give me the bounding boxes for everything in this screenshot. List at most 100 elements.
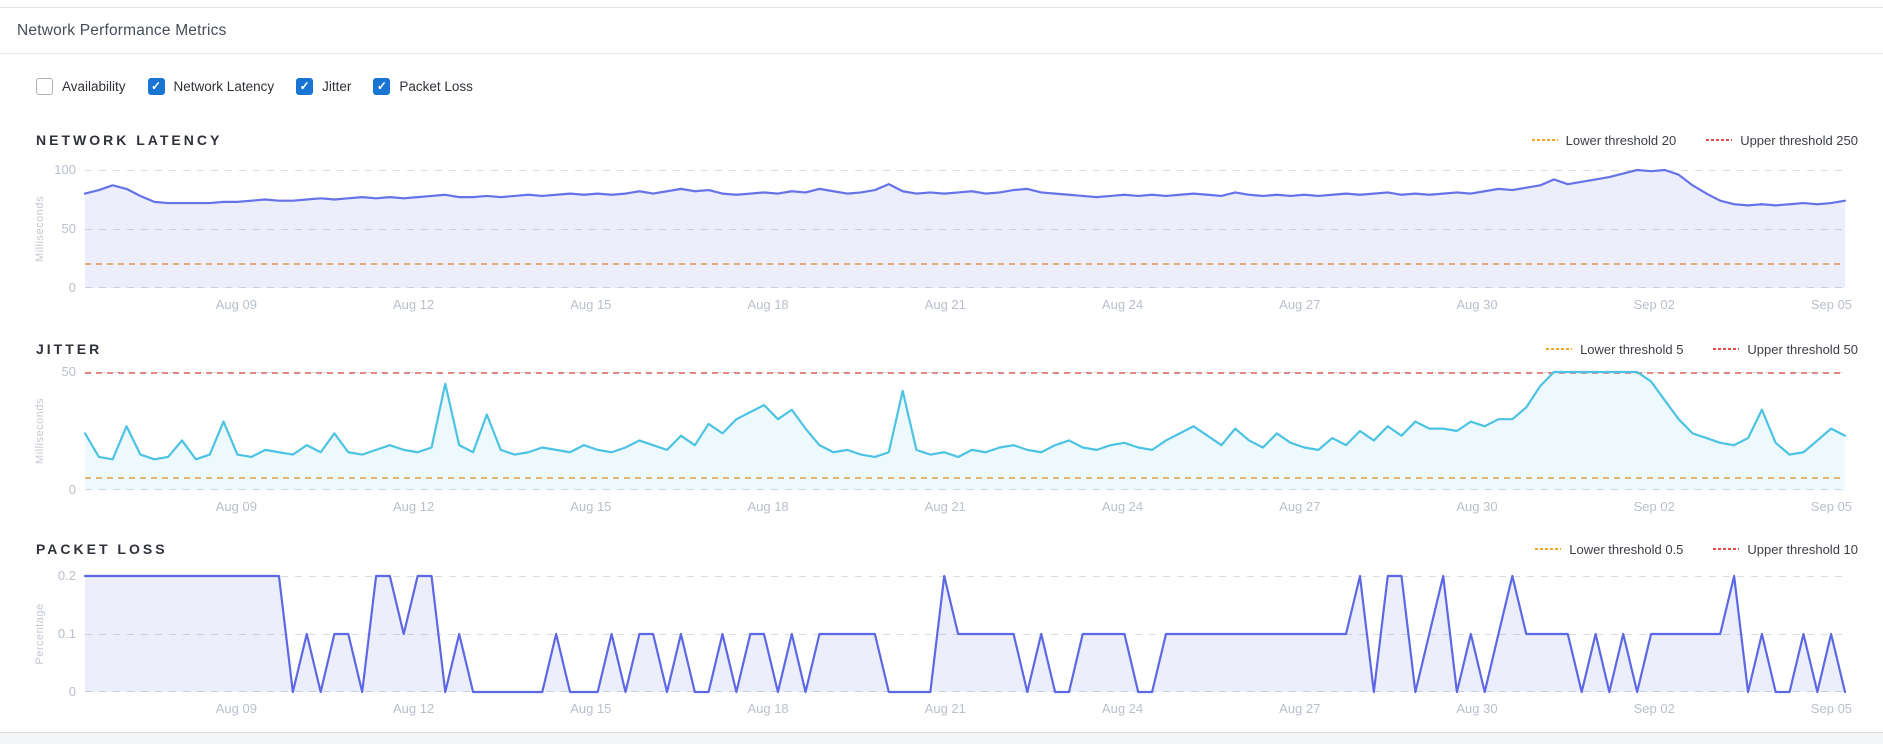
x-tick-label: Aug 30 bbox=[1456, 701, 1498, 716]
x-tick-label: Aug 24 bbox=[1101, 297, 1144, 312]
gridline bbox=[85, 576, 1845, 577]
series-line bbox=[85, 576, 1845, 692]
availability-label[interactable]: Availability bbox=[62, 78, 126, 94]
x-tick-label: Aug 15 bbox=[570, 297, 612, 312]
lower-threshold-dash-icon bbox=[1546, 348, 1573, 350]
latency-legend: Lower threshold 20 Upper threshold 250 bbox=[1531, 133, 1858, 148]
series-svg bbox=[85, 170, 1845, 288]
series-line bbox=[85, 372, 1845, 459]
jitter-label[interactable]: Jitter bbox=[322, 78, 352, 94]
latency-upper-threshold-legend: Upper threshold 250 bbox=[1706, 133, 1858, 148]
x-tick-label: Aug 12 bbox=[392, 701, 435, 716]
availability-checkbox[interactable] bbox=[36, 77, 53, 95]
gridline bbox=[85, 691, 1845, 692]
chart-title-packet-loss: PACKET LOSS bbox=[36, 541, 168, 557]
network-latency-toggle[interactable]: ✓ Network Latency bbox=[147, 77, 275, 95]
x-tick-label: Aug 09 bbox=[215, 701, 257, 716]
x-tick-label: Aug 15 bbox=[570, 499, 612, 514]
jitter-plot-area bbox=[85, 372, 1845, 490]
jitter-upper-threshold-legend: Upper threshold 50 bbox=[1713, 342, 1858, 357]
lower-threshold-line bbox=[85, 477, 1845, 480]
x-tick-label: Aug 27 bbox=[1279, 701, 1321, 716]
x-tick-label: Aug 15 bbox=[570, 701, 612, 716]
upper-threshold-line bbox=[85, 372, 1845, 374]
gridline bbox=[85, 229, 1845, 230]
packet-loss-label[interactable]: Packet Loss bbox=[399, 78, 473, 94]
upper-threshold-dash-icon bbox=[1713, 348, 1740, 350]
chart-title-jitter: JITTER bbox=[36, 341, 103, 357]
x-tick-label: Aug 24 bbox=[1101, 701, 1144, 716]
gridline bbox=[85, 287, 1845, 288]
series-svg bbox=[85, 372, 1845, 490]
jitter-y-ticks: 0 50 bbox=[0, 364, 76, 497]
availability-toggle[interactable]: Availability bbox=[36, 77, 126, 95]
y-tick-label: 0 bbox=[68, 684, 76, 699]
packet-loss-lower-threshold-legend: Lower threshold 0.5 bbox=[1535, 542, 1683, 557]
jitter-toggle[interactable]: ✓ Jitter bbox=[296, 77, 352, 95]
packet-loss-y-ticks: 0 0.1 0.2 bbox=[0, 568, 76, 699]
latency-plot-area bbox=[85, 170, 1845, 288]
latency-lower-threshold-legend: Lower threshold 20 bbox=[1531, 133, 1676, 148]
x-tick-label: Aug 27 bbox=[1279, 499, 1321, 514]
latency-y-ticks: 0 50 100 bbox=[0, 162, 76, 295]
top-divider bbox=[0, 0, 1883, 8]
network-latency-chart: NETWORK LATENCY Lower threshold 20 Upper… bbox=[0, 129, 1883, 316]
packet-loss-toggle[interactable]: ✓ Packet Loss bbox=[373, 77, 473, 95]
network-latency-checkbox[interactable]: ✓ bbox=[147, 77, 165, 95]
x-tick-label: Aug 21 bbox=[924, 701, 966, 716]
lower-threshold-dash-icon bbox=[1531, 139, 1558, 141]
x-tick-label: Aug 21 bbox=[924, 499, 966, 514]
series-svg bbox=[85, 576, 1845, 692]
x-tick-label: Sep 05 bbox=[1810, 701, 1853, 716]
network-latency-label[interactable]: Network Latency bbox=[173, 78, 275, 94]
upper-threshold-dash-icon bbox=[1713, 548, 1740, 550]
packet-loss-x-axis: Aug 09 Aug 12 Aug 15 Aug 18 Aug 21 Aug 24 Aug … bbox=[85, 692, 1852, 720]
x-tick-label: Aug 30 bbox=[1456, 297, 1498, 312]
series-area-fill bbox=[85, 372, 1845, 490]
x-tick-label: Aug 09 bbox=[215, 499, 257, 514]
page-title: Network Performance Metrics bbox=[17, 21, 227, 39]
jitter-lower-threshold-legend: Lower threshold 5 bbox=[1546, 342, 1683, 357]
y-tick-label: 0 bbox=[68, 280, 76, 295]
packet-loss-plot-area bbox=[85, 576, 1845, 692]
jitter-x-axis: Aug 09 Aug 12 Aug 15 Aug 18 Aug 21 Aug 24 Aug … bbox=[85, 490, 1852, 518]
x-tick-label: Aug 30 bbox=[1456, 499, 1498, 514]
jitter-legend: Lower threshold 5 Upper threshold 50 bbox=[1546, 342, 1858, 357]
lower-threshold-line bbox=[85, 263, 1845, 266]
y-tick-label: 0.2 bbox=[57, 568, 76, 583]
latency-x-axis: Aug 09 Aug 12 Aug 15 Aug 18 Aug 21 Aug 24 Aug … bbox=[85, 288, 1852, 316]
x-tick-label: Aug 18 bbox=[747, 297, 789, 312]
y-tick-label: 0 bbox=[68, 482, 76, 497]
packet-loss-checkbox[interactable]: ✓ bbox=[373, 77, 391, 95]
series-area-fill bbox=[85, 170, 1845, 288]
gridline bbox=[85, 489, 1845, 490]
lower-threshold-dash-icon bbox=[1535, 548, 1562, 550]
y-tick-label: 50 bbox=[61, 364, 76, 379]
x-tick-label: Sep 05 bbox=[1810, 297, 1853, 312]
x-tick-label: Sep 05 bbox=[1810, 499, 1853, 514]
x-tick-label: Aug 18 bbox=[747, 499, 789, 514]
x-tick-label: Aug 12 bbox=[392, 499, 435, 514]
x-tick-label: Sep 02 bbox=[1633, 701, 1675, 716]
x-tick-label: Aug 18 bbox=[747, 701, 789, 716]
x-tick-label: Aug 24 bbox=[1101, 499, 1144, 514]
x-tick-label: Sep 02 bbox=[1633, 499, 1675, 514]
x-tick-label: Aug 21 bbox=[924, 297, 966, 312]
y-tick-label: 50 bbox=[61, 221, 76, 236]
jitter-checkbox[interactable]: ✓ bbox=[296, 77, 314, 95]
upper-threshold-dash-icon bbox=[1706, 139, 1733, 141]
jitter-chart: JITTER Lower threshold 5 Upper threshold… bbox=[0, 338, 1883, 518]
packet-loss-upper-threshold-legend: Upper threshold 10 bbox=[1713, 542, 1858, 557]
bottom-strip bbox=[0, 732, 1883, 744]
x-tick-label: Aug 27 bbox=[1279, 297, 1321, 312]
y-tick-label: 100 bbox=[54, 162, 76, 177]
packet-loss-chart: PACKET LOSS Lower threshold 0.5 Upper th… bbox=[0, 538, 1883, 720]
gridline bbox=[85, 170, 1845, 171]
x-tick-label: Aug 09 bbox=[215, 297, 257, 312]
panel-header: Network Performance Metrics bbox=[0, 8, 1883, 54]
y-tick-label: 0.1 bbox=[57, 626, 76, 641]
packet-loss-legend: Lower threshold 0.5 Upper threshold 10 bbox=[1535, 542, 1858, 557]
x-tick-label: Aug 12 bbox=[392, 297, 435, 312]
chart-title-network-latency: NETWORK LATENCY bbox=[36, 132, 223, 148]
metric-toggle-row: Availability ✓ Network Latency ✓ Jitter … bbox=[36, 76, 1883, 96]
